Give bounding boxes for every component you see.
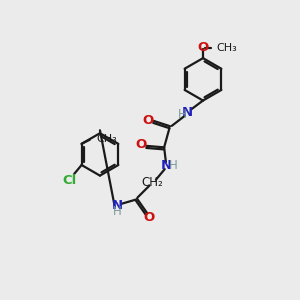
Text: N: N (112, 199, 123, 212)
Text: H: H (177, 108, 186, 121)
Text: N: N (161, 159, 172, 172)
Text: CH₃: CH₃ (96, 134, 117, 143)
Text: O: O (142, 114, 154, 127)
Text: O: O (136, 138, 147, 151)
Text: Cl: Cl (62, 174, 76, 187)
Text: N: N (182, 106, 193, 119)
Text: H: H (169, 159, 177, 172)
Text: CH₂: CH₂ (142, 176, 163, 189)
Text: O: O (197, 41, 208, 54)
Text: H: H (113, 205, 122, 218)
Text: O: O (143, 211, 154, 224)
Text: CH₃: CH₃ (217, 43, 238, 53)
